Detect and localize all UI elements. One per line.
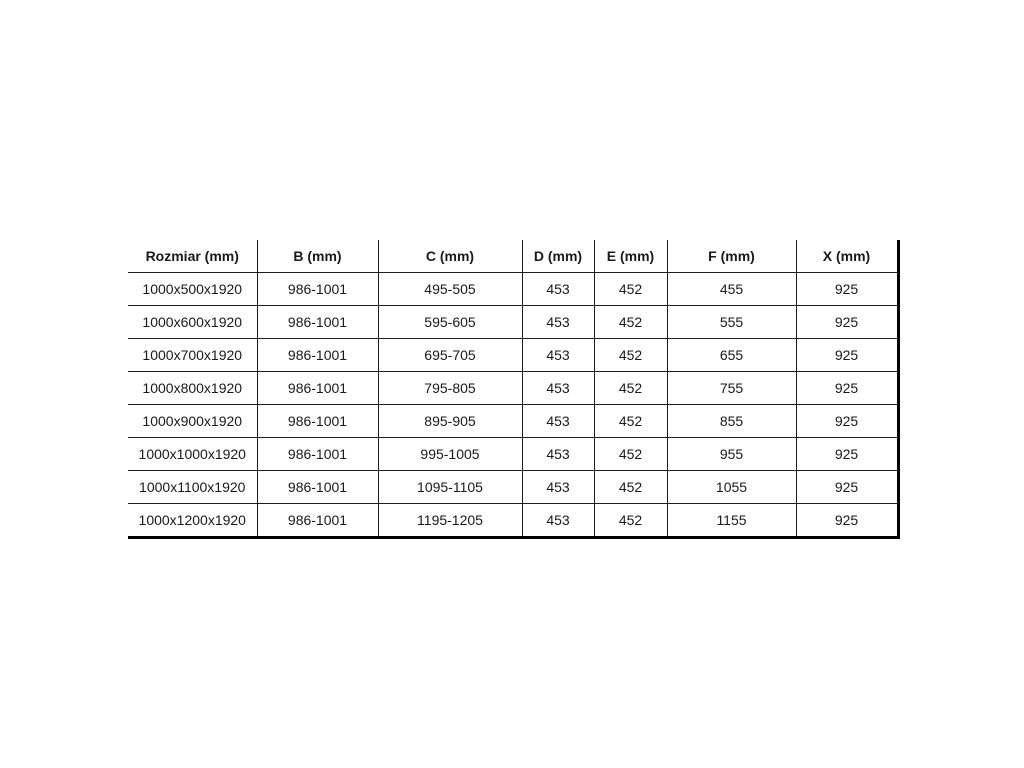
dimensions-table: Rozmiar (mm) B (mm) C (mm) D (mm) E (mm) F (m… [128,240,900,539]
table-cell: 925 [795,503,900,539]
header-cell: E (mm) [593,240,668,273]
table-cell: 453 [521,371,595,405]
table-cell: 986-1001 [256,404,379,438]
table-cell: 925 [795,437,900,471]
table-cell: 986-1001 [256,305,379,339]
header-cell: F (mm) [666,240,797,273]
header-row: Rozmiar (mm) B (mm) C (mm) D (mm) E (mm) F (m… [128,240,900,273]
table-cell: 986-1001 [256,338,379,372]
table-cell: 925 [795,470,900,504]
header-cell: B (mm) [256,240,379,273]
table-cell: 453 [521,503,595,539]
table-cell: 495-505 [377,272,523,306]
table-cell: 452 [593,371,668,405]
table-cell: 452 [593,404,668,438]
table-cell: 452 [593,338,668,372]
table-row: 1000x700x1920 986-1001 695-705 453 452 655 925 [128,338,900,372]
table-row: 1000x500x1920 986-1001 495-505 453 452 455 925 [128,272,900,306]
table-cell: 455 [666,272,797,306]
table-cell: 453 [521,437,595,471]
table-row: 1000x900x1920 986-1001 895-905 453 452 855 925 [128,404,900,438]
table-cell: 855 [666,404,797,438]
table-cell: 452 [593,305,668,339]
header-cell: Rozmiar (mm) [128,240,258,273]
table-cell: 986-1001 [256,503,379,539]
table-cell: 595-605 [377,305,523,339]
table-cell: 452 [593,470,668,504]
table-cell: 986-1001 [256,470,379,504]
table-row: 1000x800x1920 986-1001 795-805 453 452 755 925 [128,371,900,405]
table-cell: 1195-1205 [377,503,523,539]
table-cell: 695-705 [377,338,523,372]
table-cell: 655 [666,338,797,372]
table-cell: 1000x600x1920 [128,305,258,339]
table-cell: 453 [521,338,595,372]
table-cell: 453 [521,272,595,306]
table-cell: 1000x800x1920 [128,371,258,405]
header-cell: D (mm) [521,240,595,273]
table-cell: 1000x700x1920 [128,338,258,372]
table-cell: 995-1005 [377,437,523,471]
table-cell: 1095-1105 [377,470,523,504]
table-cell: 453 [521,470,595,504]
table-row: 1000x1100x1920 986-1001 1095-1105 453 452 105… [128,470,900,504]
table-cell: 955 [666,437,797,471]
table-cell: 755 [666,371,797,405]
table-cell: 925 [795,272,900,306]
table-cell: 1000x1000x1920 [128,437,258,471]
table-cell: 453 [521,404,595,438]
table-row: 1000x1200x1920 986-1001 1195-1205 453 452 115… [128,503,900,539]
table-cell: 986-1001 [256,371,379,405]
header-cell: X (mm) [795,240,900,273]
table-cell: 1155 [666,503,797,539]
table-cell: 986-1001 [256,272,379,306]
table-cell: 986-1001 [256,437,379,471]
table-cell: 452 [593,437,668,471]
header-cell: C (mm) [377,240,523,273]
table-cell: 452 [593,503,668,539]
table-cell: 925 [795,338,900,372]
table-cell: 795-805 [377,371,523,405]
table-cell: 452 [593,272,668,306]
dimensions-table-body: 1000x500x1920 986-1001 495-505 453 452 455 925… [128,272,900,539]
table-row: 1000x600x1920 986-1001 595-605 453 452 555 925 [128,305,900,339]
table-cell: 555 [666,305,797,339]
table-cell: 925 [795,371,900,405]
table-cell: 1000x1100x1920 [128,470,258,504]
table-row: 1000x1000x1920 986-1001 995-1005 453 452 955 9… [128,437,900,471]
table-cell: 453 [521,305,595,339]
table-cell: 925 [795,404,900,438]
dimensions-table-header: Rozmiar (mm) B (mm) C (mm) D (mm) E (mm) F (m… [128,240,900,273]
table-cell: 1000x500x1920 [128,272,258,306]
table-cell: 895-905 [377,404,523,438]
table-cell: 1055 [666,470,797,504]
table-cell: 1000x1200x1920 [128,503,258,539]
table-cell: 925 [795,305,900,339]
table-cell: 1000x900x1920 [128,404,258,438]
